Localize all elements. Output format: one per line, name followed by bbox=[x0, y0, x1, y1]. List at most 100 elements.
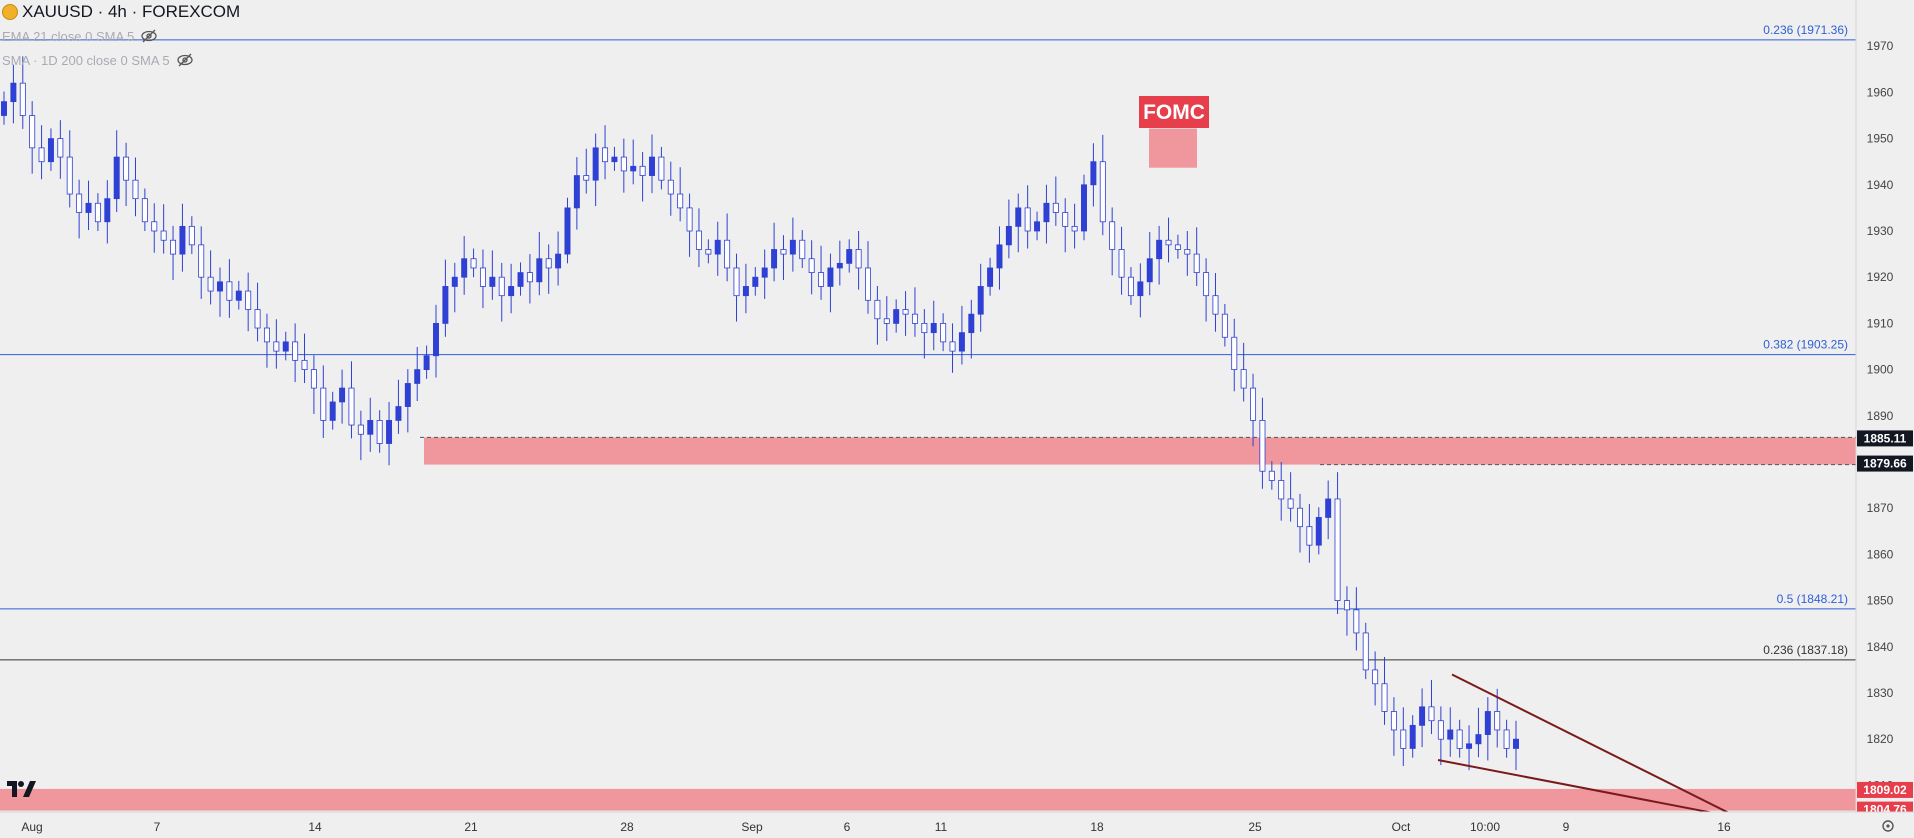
candle-body bbox=[1287, 498, 1294, 509]
eye-off-icon[interactable] bbox=[140, 29, 158, 43]
candle-body bbox=[536, 258, 543, 283]
candle-body bbox=[1297, 507, 1303, 528]
price-tick-label: 1930 bbox=[1867, 224, 1894, 238]
candle-body bbox=[508, 286, 515, 297]
candle-body bbox=[733, 267, 740, 297]
candle-body bbox=[141, 198, 148, 223]
candle-body bbox=[132, 179, 139, 200]
time-tick-label: 9 bbox=[1563, 820, 1570, 834]
candle-body bbox=[630, 165, 637, 172]
candle-body bbox=[1372, 669, 1379, 685]
time-tick-label: 7 bbox=[154, 820, 161, 834]
candle-body bbox=[555, 253, 562, 269]
price-tick-label: 1910 bbox=[1867, 316, 1894, 330]
candle-body bbox=[498, 276, 505, 297]
candle-body bbox=[38, 147, 45, 163]
price-badge-label: 1885.11 bbox=[1864, 431, 1907, 445]
chart-header: XAUUSD · 4h · FOREXCOM EMA 21 close 0 SM… bbox=[0, 0, 240, 72]
candle-body bbox=[573, 175, 580, 209]
price-tick-label: 1950 bbox=[1867, 132, 1894, 146]
time-tick-label: 14 bbox=[308, 820, 322, 834]
fib-level-label: 0.236 (1837.18) bbox=[1763, 643, 1848, 657]
candle-body bbox=[1, 101, 7, 116]
price-tick-label: 1870 bbox=[1867, 501, 1894, 515]
candle-body bbox=[479, 267, 486, 287]
candle-body bbox=[742, 286, 749, 297]
indicator-ema[interactable]: EMA 21 close 0 SMA 5 bbox=[0, 24, 240, 48]
candle-body bbox=[649, 156, 655, 176]
settings-gear-icon[interactable] bbox=[1882, 820, 1894, 832]
candle-body bbox=[282, 341, 289, 352]
time-tick-label: 16 bbox=[1717, 820, 1731, 834]
candle-body bbox=[414, 369, 421, 384]
candle-body bbox=[705, 249, 712, 255]
candle-body bbox=[930, 322, 937, 334]
candle-body bbox=[958, 332, 965, 352]
candle-body bbox=[564, 207, 571, 255]
candle-body bbox=[517, 272, 524, 287]
candle-body bbox=[170, 239, 177, 255]
candle-body bbox=[968, 313, 975, 334]
candle-body bbox=[545, 258, 552, 269]
candles bbox=[1, 56, 1519, 771]
candle-body bbox=[714, 239, 721, 255]
candle-body bbox=[433, 322, 439, 357]
candle-body bbox=[1174, 244, 1181, 250]
price-tick-label: 1960 bbox=[1867, 85, 1894, 99]
time-axis: Aug 7 14 21 28 Sep 6 11 18 25 Oct 10:00 9 16 bbox=[0, 811, 1914, 838]
candle-body bbox=[1118, 249, 1125, 278]
candle-body bbox=[695, 230, 702, 250]
candle-body bbox=[1325, 498, 1332, 518]
candle-body bbox=[611, 156, 618, 163]
candle-body bbox=[1475, 734, 1482, 745]
candle-body bbox=[1306, 526, 1313, 546]
candle-body bbox=[395, 406, 402, 421]
indicator-sma[interactable]: SMA · 1D 200 close 0 SMA 5 bbox=[0, 48, 240, 72]
fomc-marker-zone bbox=[1149, 128, 1197, 168]
candle-body bbox=[348, 387, 355, 426]
price-badge bbox=[1857, 781, 1913, 798]
candle-body bbox=[1146, 258, 1153, 283]
candle-body bbox=[977, 286, 984, 315]
candle-body bbox=[301, 359, 308, 370]
candle-body bbox=[113, 156, 120, 200]
candle-body bbox=[254, 309, 261, 329]
candle-body bbox=[245, 290, 252, 310]
price-tick-label: 1860 bbox=[1867, 547, 1894, 561]
symbol-title-row[interactable]: XAUUSD · 4h · FOREXCOM bbox=[0, 0, 240, 24]
candle-body bbox=[1268, 470, 1275, 481]
candle-body bbox=[263, 327, 270, 343]
candle-body bbox=[1099, 161, 1106, 223]
wedge-upper-trendline[interactable] bbox=[1451, 673, 1781, 838]
candle-body bbox=[874, 299, 881, 320]
time-tick-label: 28 bbox=[620, 820, 634, 834]
candle-body bbox=[583, 175, 590, 181]
support-zone bbox=[0, 788, 1856, 811]
symbol-title: XAUUSD · 4h · FOREXCOM bbox=[22, 2, 241, 21]
candle-body bbox=[320, 387, 327, 421]
price-tick-label: 1970 bbox=[1867, 39, 1894, 53]
candle-body bbox=[489, 276, 496, 287]
price-tick-label: 1820 bbox=[1867, 732, 1894, 746]
time-tick-label: 25 bbox=[1248, 820, 1262, 834]
zones bbox=[0, 436, 1856, 811]
candle-body bbox=[1193, 253, 1200, 273]
fomc-label: FOMC bbox=[1143, 101, 1205, 124]
price-badge-label: 1879.66 bbox=[1863, 457, 1907, 471]
candle-body bbox=[1494, 711, 1501, 731]
candle-body bbox=[808, 258, 815, 273]
candle-body bbox=[94, 202, 101, 223]
candle-body bbox=[76, 193, 83, 213]
candle-body bbox=[1109, 221, 1116, 250]
eye-off-icon[interactable] bbox=[176, 53, 194, 67]
candle-body bbox=[329, 401, 336, 421]
candle-body bbox=[949, 341, 956, 352]
candle-body bbox=[836, 262, 843, 269]
candle-body bbox=[1090, 161, 1097, 186]
candle-body bbox=[85, 202, 92, 213]
candle-body bbox=[1343, 600, 1350, 611]
candle-body bbox=[987, 267, 994, 287]
candle-body bbox=[921, 322, 928, 334]
